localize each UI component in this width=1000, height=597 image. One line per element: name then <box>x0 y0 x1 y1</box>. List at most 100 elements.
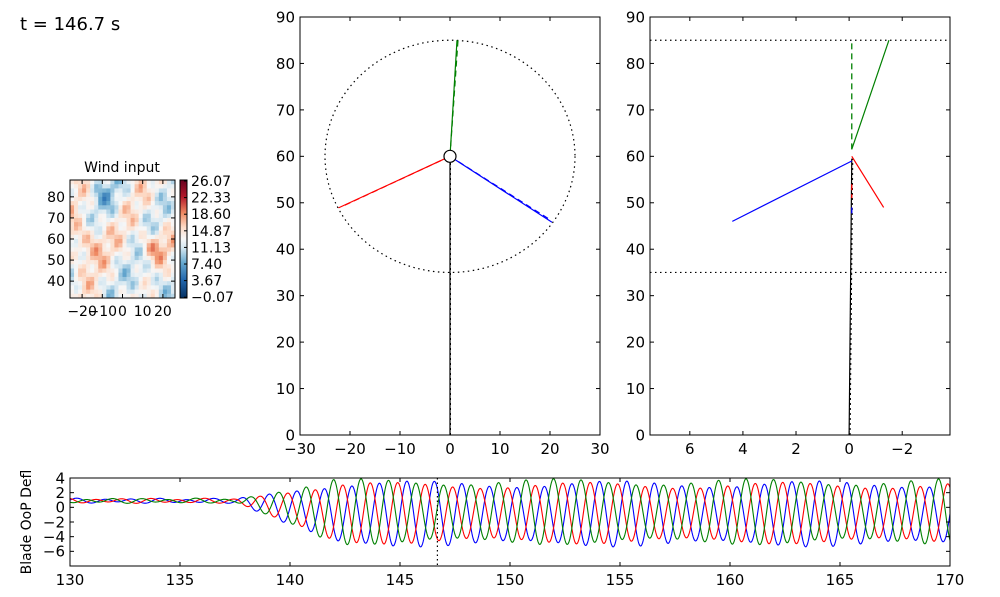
wind-cell <box>74 180 79 185</box>
wind-cell <box>142 205 148 210</box>
wind-cell <box>146 260 152 265</box>
wind-cell <box>138 285 144 290</box>
wind-cell <box>166 184 172 189</box>
wind-cell <box>74 264 79 269</box>
wind-cell <box>154 217 160 223</box>
wind-cell <box>146 247 152 253</box>
side-blade-3-deformed <box>732 160 853 222</box>
wind-cell <box>78 213 83 219</box>
wind-cell <box>166 234 172 240</box>
side-ytick-label: 20 <box>626 334 645 352</box>
rotor-front-ticks: −30 −20 −10 0 10 20 30 0 10 20 30 40 50 60 70 80 90 <box>276 8 610 458</box>
wind-cell <box>74 281 79 286</box>
wind-cell <box>138 276 144 282</box>
wind-cell <box>86 251 91 257</box>
wind-cell <box>142 217 148 223</box>
wind-cell <box>130 230 136 236</box>
wind-cell <box>82 201 87 206</box>
wind-cell <box>78 180 83 185</box>
wind-cell <box>110 205 115 210</box>
wind-cell <box>138 264 144 269</box>
wind-cell <box>158 293 164 299</box>
wind-cell <box>110 217 115 223</box>
wind-cell <box>86 217 91 223</box>
wind-cell <box>134 251 140 257</box>
wind-cell <box>126 276 131 282</box>
wind-cell <box>150 188 156 194</box>
wind-cell <box>82 293 87 299</box>
wind-cell <box>82 255 87 261</box>
wind-cell <box>166 180 172 185</box>
wind-cell <box>150 180 156 185</box>
wind-cell <box>138 293 144 299</box>
wind-cell <box>158 255 164 261</box>
wind-cell <box>166 247 172 253</box>
wind-cell <box>130 264 136 269</box>
wind-cell <box>110 230 115 236</box>
wind-cell <box>122 213 127 219</box>
wind-cell <box>74 196 79 202</box>
wind-cell <box>130 180 136 185</box>
oop-series-2 <box>70 481 950 545</box>
wind-cell <box>122 184 127 189</box>
rotor-side-plot <box>650 39 950 436</box>
wind-cell <box>118 188 123 194</box>
wind-cell <box>130 184 136 189</box>
wind-cell <box>78 222 83 227</box>
wind-cell <box>130 222 136 227</box>
wind-cell <box>150 196 156 202</box>
wind-cell <box>98 251 103 257</box>
wind-cell <box>86 260 91 265</box>
wind-cell <box>158 243 164 248</box>
wind-cell <box>158 180 164 185</box>
wind-cell <box>94 276 99 282</box>
wind-xtick-label: 20 <box>154 304 172 320</box>
wind-cell <box>130 234 136 240</box>
wind-cell <box>86 196 91 202</box>
wind-cell <box>98 239 103 244</box>
wind-cell <box>70 243 75 248</box>
wind-cell <box>94 217 99 223</box>
wind-cell <box>150 281 156 286</box>
wind-cell <box>110 180 115 185</box>
wind-cell <box>138 247 144 253</box>
wind-cell <box>114 289 119 295</box>
wind-cell <box>158 264 164 269</box>
wind-cell <box>162 255 168 261</box>
wind-cell <box>86 255 91 261</box>
wind-cell <box>130 209 136 215</box>
wind-cell <box>134 272 140 278</box>
wind-cell <box>94 192 99 198</box>
colorbar-tick-label: 22.33 <box>191 191 231 207</box>
wind-cell <box>146 285 152 290</box>
wind-cell <box>70 180 75 185</box>
wind-cell <box>166 264 172 269</box>
wind-cell <box>118 268 123 274</box>
wind-cell <box>110 260 115 265</box>
wind-cell <box>74 230 79 236</box>
wind-cell <box>114 268 119 274</box>
wind-cell <box>70 268 75 274</box>
wind-cell <box>146 230 152 236</box>
wind-cell <box>126 239 131 244</box>
wind-cell <box>114 264 119 269</box>
wind-cell <box>170 230 176 236</box>
wind-cell <box>170 234 176 240</box>
wind-cell <box>126 272 131 278</box>
wind-cell <box>138 255 144 261</box>
wind-cell <box>146 239 152 244</box>
wind-cell <box>154 255 160 261</box>
wind-ytick-label: 50 <box>47 253 65 269</box>
wind-cell <box>126 196 131 202</box>
wind-cell <box>154 276 160 282</box>
wind-cell <box>106 264 111 269</box>
wind-cell <box>162 281 168 286</box>
wind-cell <box>122 293 127 299</box>
wind-cell <box>118 251 123 257</box>
wind-cell <box>98 293 103 299</box>
wind-cell <box>170 243 176 248</box>
wind-cell <box>154 226 160 231</box>
wind-cell <box>86 209 91 215</box>
